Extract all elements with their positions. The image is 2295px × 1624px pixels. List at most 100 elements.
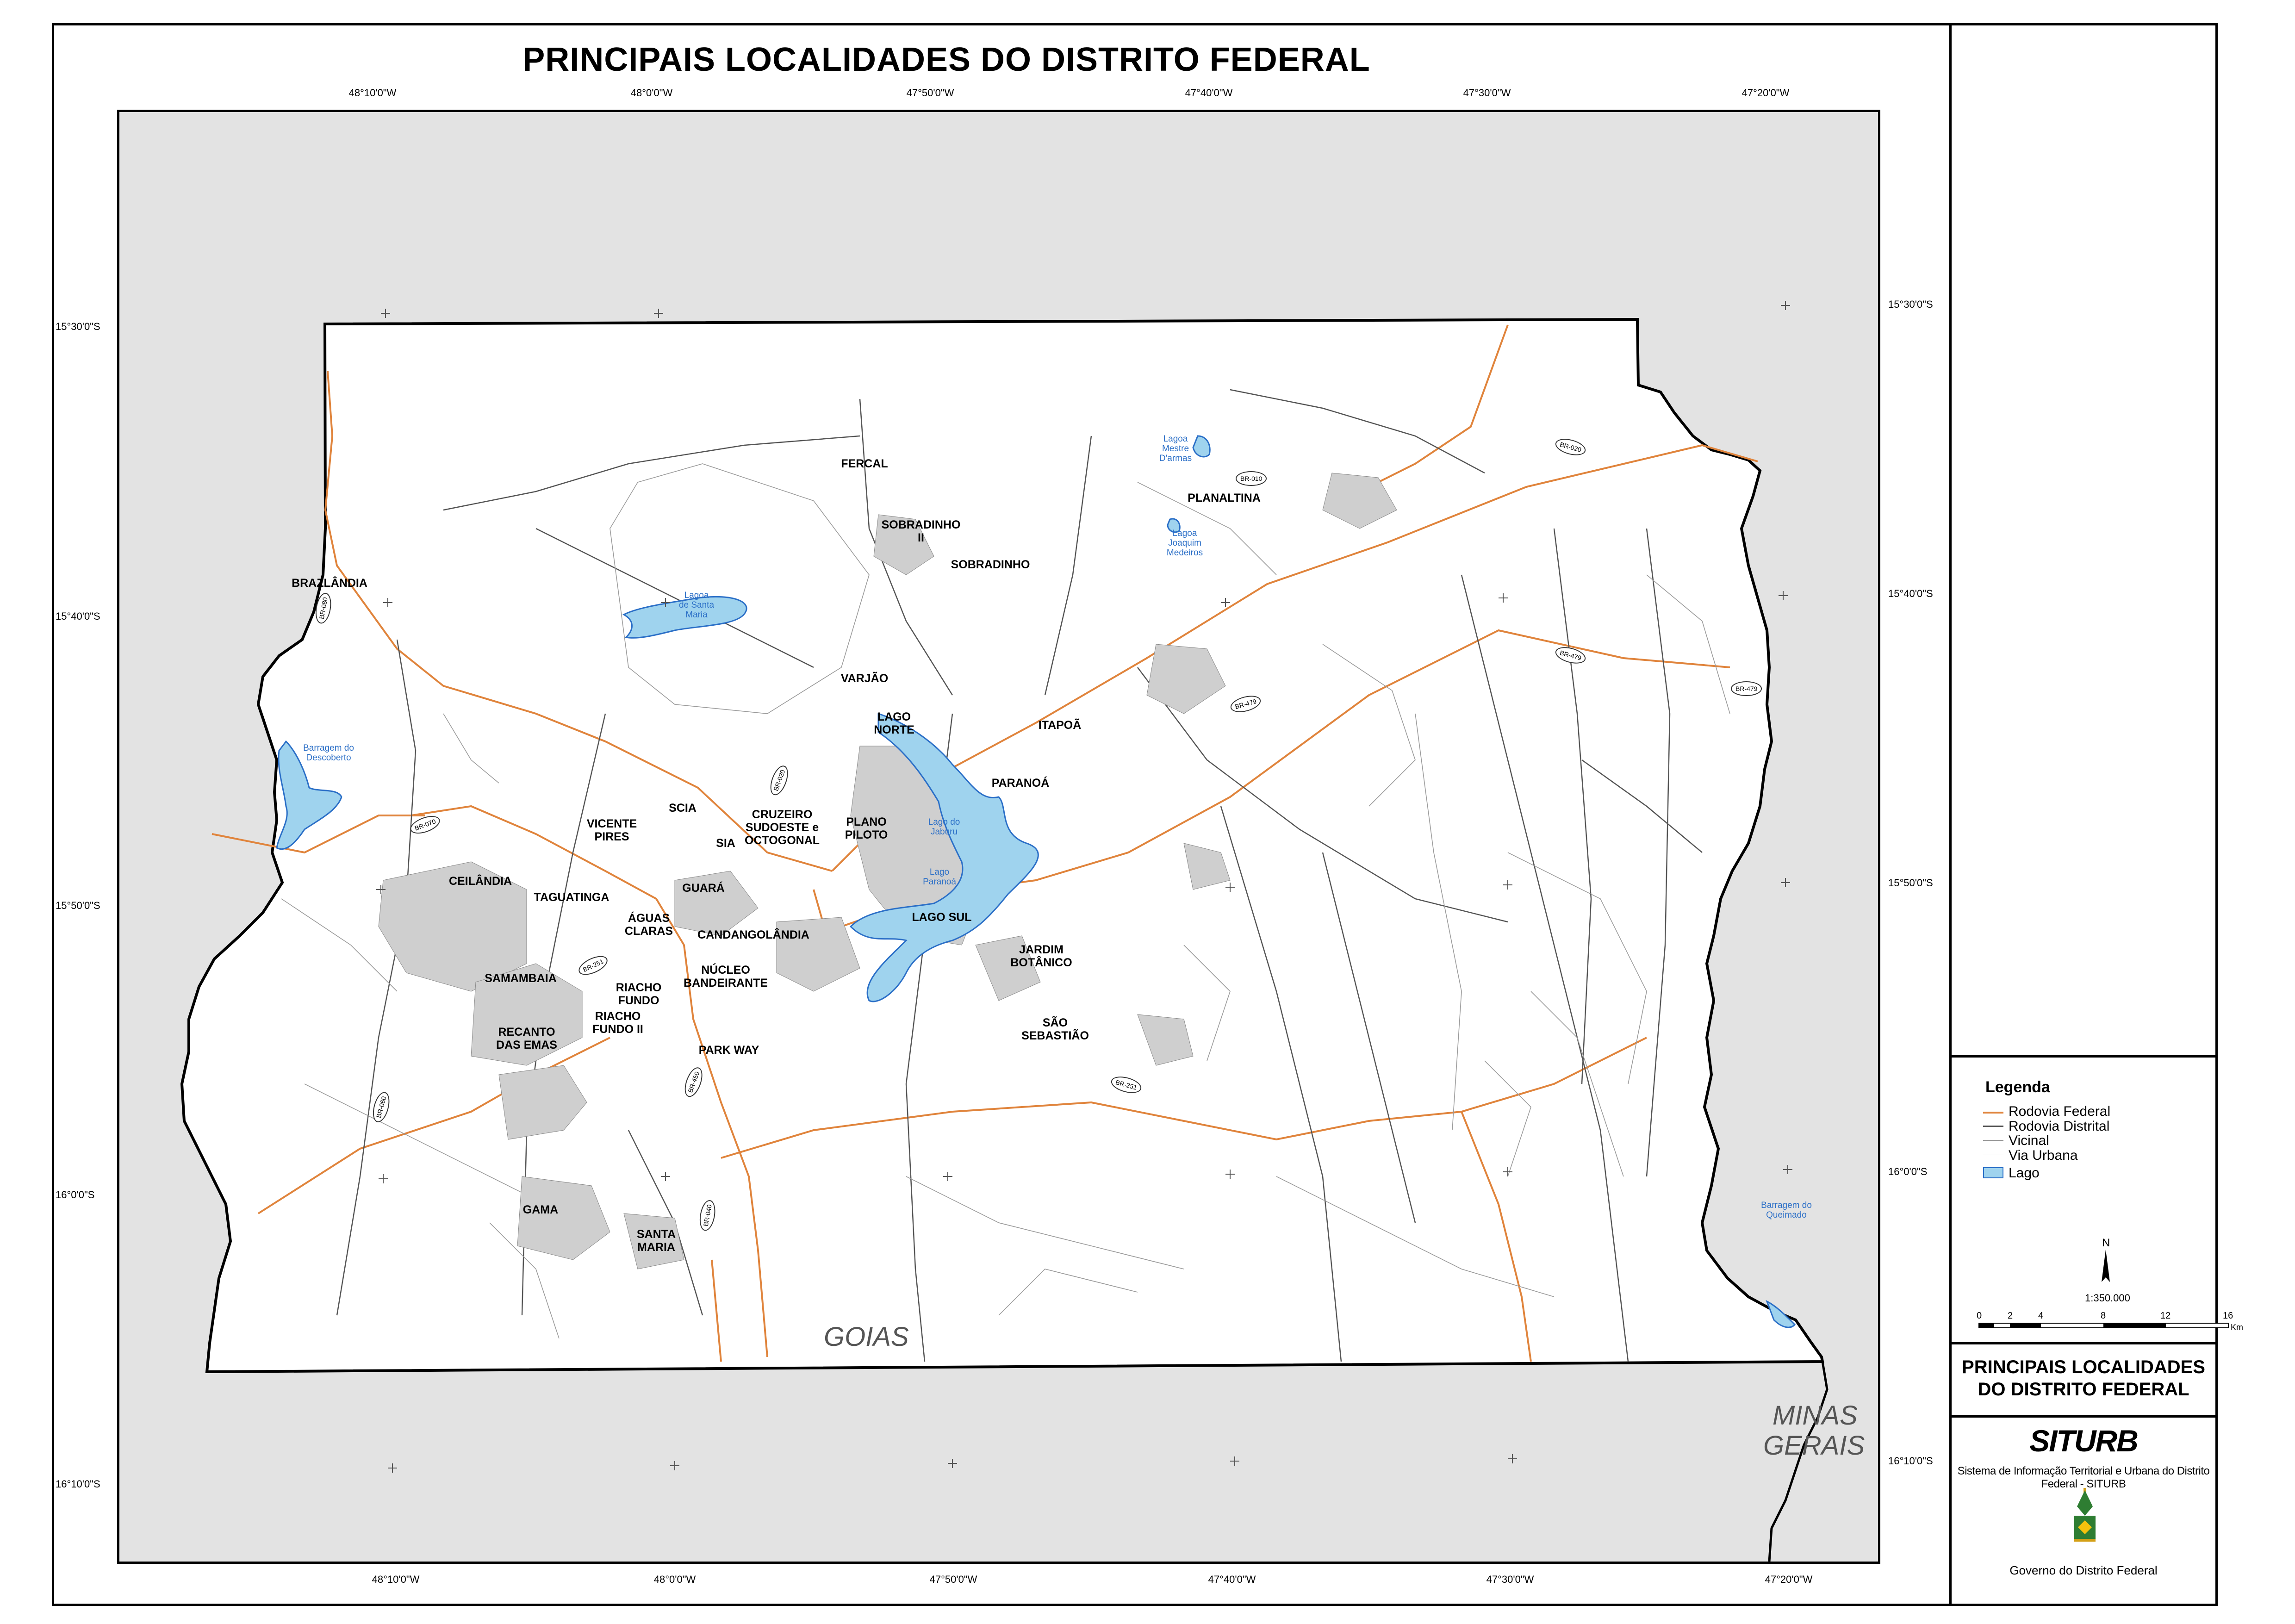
latitude-label: 15°40'0"S xyxy=(56,610,100,622)
latitude-label: 15°40'0"S xyxy=(1888,588,1933,599)
place-label: NÚCLEO BANDEIRANTE xyxy=(684,964,768,989)
place-label: VARJÃO xyxy=(840,672,889,685)
longitude-label: 47°50'0"W xyxy=(906,87,954,99)
place-label: CANDANGOLÂNDIA xyxy=(697,928,809,941)
legend-item: Rodovia Distrital xyxy=(2009,1119,2110,1134)
scale-tick: 4 xyxy=(2038,1311,2044,1321)
place-label: SIA xyxy=(716,837,735,850)
place-label: RIACHO FUNDO xyxy=(616,981,662,1007)
government-label: Governo do Distrito Federal xyxy=(2009,1563,2158,1577)
barragem-queimado xyxy=(1766,1300,1796,1328)
map-drawing xyxy=(180,301,1829,1562)
longitude-label: 47°20'0"W xyxy=(1741,87,1790,99)
divider xyxy=(1949,1342,2218,1344)
latitude-label: 16°0'0"S xyxy=(1888,1166,1928,1177)
place-label: RECANTO DAS EMAS xyxy=(496,1026,557,1052)
scale-tick: 12 xyxy=(2160,1311,2171,1321)
scale-tick: 8 xyxy=(2101,1311,2106,1321)
place-label: LAGO SUL xyxy=(912,911,972,924)
scale-ratio: 1:350.000 xyxy=(2085,1292,2130,1304)
road-shield: BR-479 xyxy=(1731,681,1762,696)
scale-tick: 2 xyxy=(2008,1311,2013,1321)
place-label: SAMAMBAIA xyxy=(485,972,557,985)
map-canvas[interactable] xyxy=(117,110,1880,1564)
place-label: SANTA MARIA xyxy=(636,1228,676,1254)
longitude-label: 48°10'0"W xyxy=(372,1574,420,1585)
place-label: SÃO SEBASTIÃO xyxy=(1021,1016,1089,1042)
north-arrow-icon xyxy=(2102,1250,2110,1282)
side-panel xyxy=(1949,23,2218,1606)
place-label: RIACHO FUNDO II xyxy=(592,1010,643,1036)
longitude-label: 48°10'0"W xyxy=(348,87,397,99)
road-shield: BR-010 xyxy=(1236,471,1267,486)
place-label: PLANO PILOTO xyxy=(845,815,888,841)
place-label: CEILÂNDIA xyxy=(448,875,512,888)
lake-label: Lagoa Joaquim Medeiros xyxy=(1166,529,1203,558)
scale-unit: Km xyxy=(2231,1323,2243,1332)
latitude-label: 15°30'0"S xyxy=(56,321,100,332)
lake-label: Lago Paranoá xyxy=(923,867,956,887)
divider xyxy=(1949,1415,2218,1418)
legend-swatch-federal xyxy=(1983,1112,2003,1114)
graticule-crosses xyxy=(376,301,1792,1473)
legend-swatch-district xyxy=(1983,1126,2003,1127)
legend-item: Via Urbana xyxy=(2009,1148,2078,1163)
longitude-label: 47°50'0"W xyxy=(929,1574,977,1585)
state-label-gerais: GERAIS xyxy=(1763,1431,1865,1461)
latitude-label: 16°0'0"S xyxy=(56,1189,95,1201)
siturb-logo: SITURB xyxy=(2029,1424,2139,1458)
state-label-goias: GOIAS xyxy=(824,1322,909,1352)
lakes xyxy=(276,435,1796,1328)
latitude-label: 16°10'0"S xyxy=(56,1478,100,1490)
place-label: JARDIM BOTÂNICO xyxy=(1010,943,1072,969)
lake-label: Lago do Jaburu xyxy=(928,817,960,837)
state-label-minas: MINAS xyxy=(1773,1400,1858,1431)
place-label: LAGO NORTE xyxy=(874,710,914,736)
longitude-label: 48°0'0"W xyxy=(630,87,673,99)
latitude-label: 15°50'0"S xyxy=(56,900,100,911)
map-frame xyxy=(52,23,2218,1606)
place-label: PARK WAY xyxy=(698,1044,759,1057)
lagoa-mestre-darmas xyxy=(1192,435,1211,458)
latitude-label: 15°50'0"S xyxy=(1888,877,1933,889)
logo-subtitle: Sistema de Informação Territorial e Urba… xyxy=(1957,1465,2210,1490)
longitude-label: 47°40'0"W xyxy=(1185,87,1233,99)
lake-label: Lagoa de Santa Maria xyxy=(678,591,715,620)
legend-swatch-lake xyxy=(1983,1167,2003,1178)
legend-item: Lago xyxy=(2009,1165,2040,1181)
legend-panel xyxy=(1949,1055,2218,1342)
latitude-label: 15°30'0"S xyxy=(1888,299,1933,310)
lagoa-santa-maria xyxy=(622,596,747,639)
place-label: GUARÁ xyxy=(682,882,725,895)
scale-tick: 16 xyxy=(2223,1311,2233,1321)
gdf-emblem-icon xyxy=(2074,1488,2096,1542)
place-label: VICENTE PIRES xyxy=(586,817,637,843)
longitude-label: 47°40'0"W xyxy=(1208,1574,1256,1585)
lake-label: Lagoa Mestre D'armas xyxy=(1159,434,1192,463)
lake-label: Barragem do Queimado xyxy=(1761,1201,1812,1220)
place-label: PARANOÁ xyxy=(991,777,1050,790)
longitude-label: 47°20'0"W xyxy=(1765,1574,1813,1585)
place-label: SCIA xyxy=(669,802,697,815)
north-label: N xyxy=(2102,1237,2110,1249)
place-label: PLANALTINA xyxy=(1188,492,1261,504)
lake-label: Barragem do Descoberto xyxy=(303,743,354,763)
longitude-label: 47°30'0"W xyxy=(1463,87,1511,99)
legend-item: Vicinal xyxy=(2009,1133,2049,1148)
place-label: ÁGUAS CLARAS xyxy=(624,912,673,938)
latitude-label: 16°10'0"S xyxy=(1888,1455,1933,1467)
place-label: ITAPOÃ xyxy=(1038,719,1082,732)
lagoa-joaquim-medeiros xyxy=(1167,518,1181,533)
scale-bar xyxy=(1978,1323,2229,1328)
place-label: CRUZEIRO SUDOESTE e OCTOGONAL xyxy=(744,808,820,847)
place-label: BRAZLÂNDIA xyxy=(292,577,367,590)
barragem-descoberto xyxy=(276,740,342,850)
vicinal-roads xyxy=(281,463,1730,1339)
scale-tick: 0 xyxy=(1977,1311,1982,1321)
lago-paranoa xyxy=(849,712,1039,1002)
sidebar-title: PRINCIPAIS LOCALIDADES DO DISTRITO FEDERA… xyxy=(1962,1357,2205,1400)
map-title: PRINCIPAIS LOCALIDADES DO DISTRITO FEDER… xyxy=(522,41,1370,78)
place-label: SOBRADINHO xyxy=(951,558,1030,571)
place-label: TAGUATINGA xyxy=(534,891,610,904)
longitude-label: 47°30'0"W xyxy=(1486,1574,1534,1585)
